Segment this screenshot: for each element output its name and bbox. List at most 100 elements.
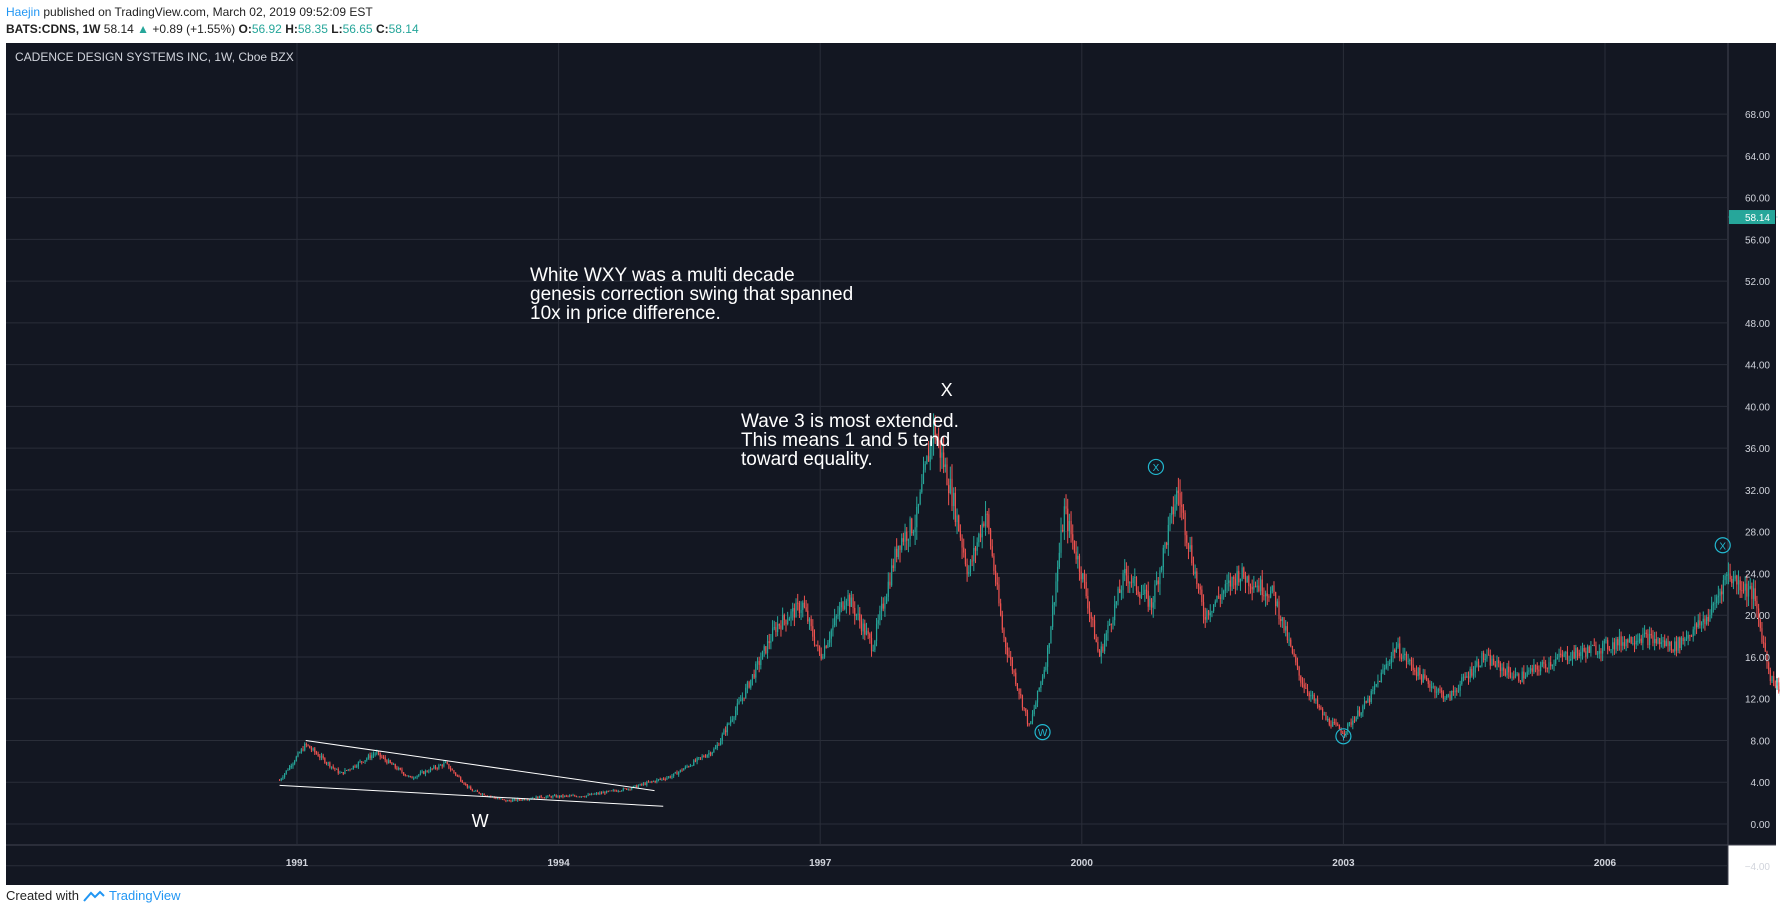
candle-body bbox=[1489, 654, 1491, 666]
candle-body bbox=[815, 644, 817, 646]
price-chart[interactable]: White WXY was a multi decade genesis corr… bbox=[0, 40, 1780, 914]
candle-body bbox=[1581, 648, 1584, 653]
candle-body bbox=[1216, 596, 1218, 602]
candle-body bbox=[845, 600, 847, 606]
candle-body bbox=[396, 767, 398, 770]
tradingview-link[interactable]: TradingView bbox=[108, 888, 181, 903]
y-tick-label: 4.00 bbox=[1751, 778, 1771, 789]
candle-body bbox=[981, 523, 983, 538]
candle-body bbox=[1390, 655, 1392, 663]
candle-body bbox=[1107, 625, 1109, 634]
candle-body bbox=[1273, 585, 1275, 593]
candle-body bbox=[731, 719, 733, 721]
candle-body bbox=[632, 786, 634, 788]
candle-body bbox=[864, 623, 866, 635]
candle-body bbox=[939, 440, 941, 458]
candle-body bbox=[470, 786, 472, 790]
candle-body bbox=[840, 602, 842, 608]
candle-body bbox=[476, 790, 479, 792]
candle-body bbox=[361, 761, 363, 763]
candle-body bbox=[1511, 676, 1513, 678]
author-link[interactable]: Haejin bbox=[6, 5, 41, 19]
candle-body bbox=[943, 452, 945, 468]
candle-body bbox=[1778, 682, 1780, 692]
candle-body bbox=[1179, 493, 1181, 505]
candle-body bbox=[619, 791, 621, 792]
up-arrow-icon: ▲ bbox=[137, 22, 150, 36]
candle-body bbox=[1586, 646, 1589, 657]
candle-body bbox=[495, 797, 497, 799]
candle-body bbox=[1112, 620, 1114, 625]
candle-body bbox=[592, 793, 594, 795]
candle-body bbox=[433, 766, 435, 769]
candle-body bbox=[1452, 690, 1455, 693]
candle-body bbox=[413, 777, 415, 779]
candle-body bbox=[1493, 658, 1495, 665]
candle-body bbox=[1642, 633, 1644, 643]
candle-body bbox=[825, 646, 827, 648]
candle-body bbox=[1560, 653, 1562, 656]
candle-body bbox=[540, 795, 542, 798]
candle-body bbox=[537, 796, 539, 799]
candle-body bbox=[1258, 585, 1260, 592]
candle-body bbox=[1382, 669, 1384, 673]
candle-body bbox=[585, 795, 588, 797]
candle-body bbox=[446, 762, 448, 764]
candle-body bbox=[421, 771, 423, 773]
candle-body bbox=[1583, 648, 1585, 652]
candle-body bbox=[1727, 573, 1730, 575]
candle-body bbox=[1523, 671, 1525, 679]
candle-body bbox=[562, 795, 564, 797]
candle-body bbox=[292, 763, 294, 767]
candle-body bbox=[740, 700, 742, 702]
candle-body bbox=[1667, 641, 1669, 646]
candle-body bbox=[828, 638, 831, 643]
candle-body bbox=[1130, 582, 1133, 584]
candle-body bbox=[1657, 638, 1659, 644]
candle-body bbox=[335, 768, 338, 770]
candle-body bbox=[315, 752, 318, 754]
candle-body bbox=[857, 613, 859, 615]
candle-body bbox=[1248, 576, 1250, 586]
candle-body bbox=[1295, 656, 1297, 663]
candle-body bbox=[1556, 657, 1558, 660]
candle-body bbox=[1290, 639, 1292, 646]
candle-body bbox=[366, 758, 368, 761]
candle-body bbox=[964, 552, 967, 565]
candle-body bbox=[423, 771, 425, 774]
candle-body bbox=[1545, 663, 1547, 668]
price-axis[interactable] bbox=[1728, 43, 1776, 845]
candle-body bbox=[647, 781, 650, 783]
candle-body bbox=[1291, 645, 1294, 654]
candle-body bbox=[835, 616, 837, 618]
candle-body bbox=[325, 762, 328, 764]
candle-body bbox=[1665, 641, 1667, 647]
candle-body bbox=[354, 765, 356, 767]
candle-body bbox=[1095, 639, 1097, 643]
candle-body bbox=[399, 768, 401, 770]
candle-body bbox=[1509, 672, 1512, 678]
candle-body bbox=[1571, 651, 1574, 660]
candle-body bbox=[1157, 580, 1159, 585]
candle-body bbox=[1325, 714, 1327, 721]
candle-body bbox=[934, 421, 936, 439]
x-tick-label: 1997 bbox=[809, 858, 832, 869]
created-with-text: Created with bbox=[6, 888, 79, 903]
candle-body bbox=[1293, 653, 1295, 657]
candle-body bbox=[1756, 601, 1758, 609]
candle-body bbox=[1070, 521, 1072, 535]
candle-body bbox=[1617, 639, 1619, 646]
candle-body bbox=[1536, 665, 1538, 670]
time-axis[interactable] bbox=[6, 845, 1728, 885]
candle-body bbox=[1008, 655, 1010, 657]
candle-body bbox=[1655, 638, 1657, 644]
candle-body bbox=[367, 755, 370, 759]
symbol: BATS:CDNS, 1W bbox=[6, 22, 101, 36]
candle-body bbox=[594, 793, 596, 795]
candle-body bbox=[1114, 604, 1116, 621]
candle-body bbox=[1573, 651, 1575, 658]
candle-body bbox=[894, 548, 896, 569]
chart-container[interactable]: White WXY was a multi decade genesis corr… bbox=[0, 40, 1780, 914]
candle-body bbox=[1451, 690, 1453, 700]
candle-body bbox=[1731, 579, 1733, 584]
